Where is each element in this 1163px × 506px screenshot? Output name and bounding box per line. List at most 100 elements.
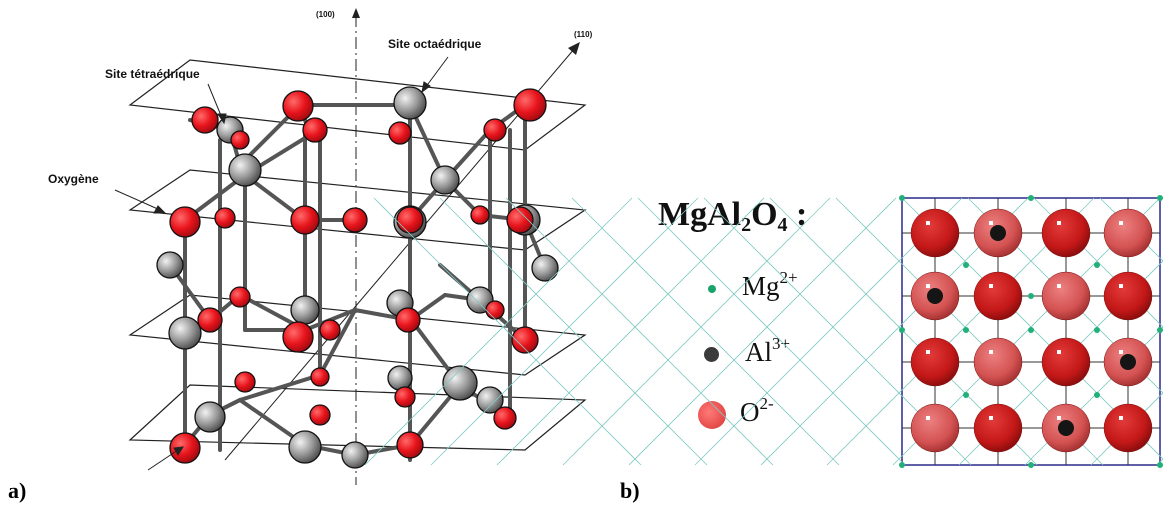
diagonal-bond xyxy=(571,197,840,466)
oxygen-highlight xyxy=(989,350,993,354)
cation-atom xyxy=(476,386,504,414)
legend-o: O2- xyxy=(698,394,774,429)
oxygen-atom xyxy=(302,117,328,143)
legend-mg: Mg2+ xyxy=(700,268,798,302)
al-ion xyxy=(1120,354,1136,370)
oxygen-atom xyxy=(191,106,219,134)
mg-dot-icon xyxy=(708,284,716,293)
axis-110-arrow xyxy=(224,42,580,461)
oxygen-highlight xyxy=(1057,416,1061,420)
oxygen-atom xyxy=(483,118,507,142)
oxygen-atom xyxy=(214,207,236,229)
oxygen-highlight xyxy=(1057,284,1061,288)
oxygen-atom xyxy=(169,206,201,238)
o-dot-icon xyxy=(698,400,726,429)
mg-site xyxy=(1157,462,1163,468)
diagonal-bond xyxy=(637,197,906,466)
oxygen-ion xyxy=(910,208,960,258)
al-ion xyxy=(990,225,1006,241)
diagonal-bond xyxy=(496,197,765,466)
diagonal-bond xyxy=(373,197,642,466)
oxygen-ion xyxy=(973,271,1023,321)
oxygen-highlight xyxy=(1119,350,1123,354)
oxygen-atom xyxy=(282,321,314,353)
oxygen-highlight xyxy=(1119,284,1123,288)
oxygen-atom xyxy=(309,404,331,426)
oxygen-atom xyxy=(470,205,490,225)
cation-atom xyxy=(194,401,226,433)
cation-atom xyxy=(531,254,559,282)
axis-100-label: (100) xyxy=(316,10,335,19)
oxygen-atom xyxy=(396,431,424,459)
oxygen-atom xyxy=(342,207,368,233)
mg-site xyxy=(1094,262,1100,268)
al-ion xyxy=(927,288,943,304)
oxygen-atom xyxy=(290,205,320,235)
oxygen-atom xyxy=(169,432,201,464)
al-dot-icon xyxy=(704,347,719,363)
axis-110-label: (110) xyxy=(574,30,593,39)
site-octaedrique-label: Site octaédrique xyxy=(388,37,482,51)
oxygen-highlight xyxy=(926,221,930,225)
oxygen-atom xyxy=(395,307,421,333)
oxygen-ion xyxy=(973,403,1023,453)
formula-title: MgAl2O4 : xyxy=(658,196,808,236)
oxygen-ion xyxy=(1041,337,1091,387)
oxygen-ion xyxy=(1103,271,1153,321)
atoms xyxy=(156,86,559,469)
legend-al: Al3+ xyxy=(700,334,790,368)
mg-site xyxy=(899,195,905,201)
oxygen-atom xyxy=(229,286,251,308)
mg-site xyxy=(1028,293,1034,299)
diagonal-bond xyxy=(628,197,897,466)
oxygen-atom xyxy=(197,307,223,333)
annotation-arrows xyxy=(114,56,449,471)
oxygen-highlight xyxy=(1057,221,1061,225)
oxygen-atom xyxy=(511,326,539,354)
panel-b-label: b) xyxy=(620,478,640,503)
mg-site xyxy=(899,327,905,333)
cation-atom xyxy=(393,86,427,120)
oxygen-atom xyxy=(319,319,341,341)
oxygen-highlight xyxy=(926,416,930,420)
mg-site xyxy=(1028,327,1034,333)
oxygen-ion xyxy=(1103,208,1153,258)
oxygen-ion xyxy=(973,337,1023,387)
oxygen-ion xyxy=(1041,208,1091,258)
mg-site xyxy=(899,462,905,468)
cation-atom xyxy=(430,165,460,195)
mg-site xyxy=(963,392,969,398)
oxygen-highlight xyxy=(989,284,993,288)
oxygen-atom xyxy=(396,206,424,234)
site-tetraedrique-label: Site tétraédrique xyxy=(105,67,200,81)
oxygen-highlight xyxy=(926,350,930,354)
diagonal-bond xyxy=(430,197,699,466)
oxygen-atom xyxy=(234,371,256,393)
diagonal-bond xyxy=(505,197,774,466)
panel-a-label: a) xyxy=(8,478,27,503)
mg-site xyxy=(1157,195,1163,201)
mg-site xyxy=(1157,327,1163,333)
oxygen-atom xyxy=(310,367,330,387)
oxygene-label: Oxygène xyxy=(48,172,99,186)
oxygen-highlight xyxy=(926,284,930,288)
cation-atom xyxy=(228,153,262,187)
diagonal-bond xyxy=(439,197,708,466)
oxygen-highlight xyxy=(989,221,993,225)
cation-atom xyxy=(168,316,202,350)
cation-atom xyxy=(288,430,322,464)
oxygen-highlight xyxy=(989,416,993,420)
diagonal-bond xyxy=(562,197,831,466)
mg-site xyxy=(1028,462,1034,468)
oxygen-atom xyxy=(230,130,250,150)
oxygen-atom xyxy=(282,90,314,122)
oxygen-ion xyxy=(1103,403,1153,453)
cation-atom xyxy=(442,365,478,401)
cation-atom xyxy=(156,251,184,279)
al-ion xyxy=(1058,420,1074,436)
oxygen-highlight xyxy=(1119,416,1123,420)
oxygen-ion xyxy=(1041,271,1091,321)
oxygen-highlight xyxy=(1119,221,1123,225)
mg-site xyxy=(1094,327,1100,333)
